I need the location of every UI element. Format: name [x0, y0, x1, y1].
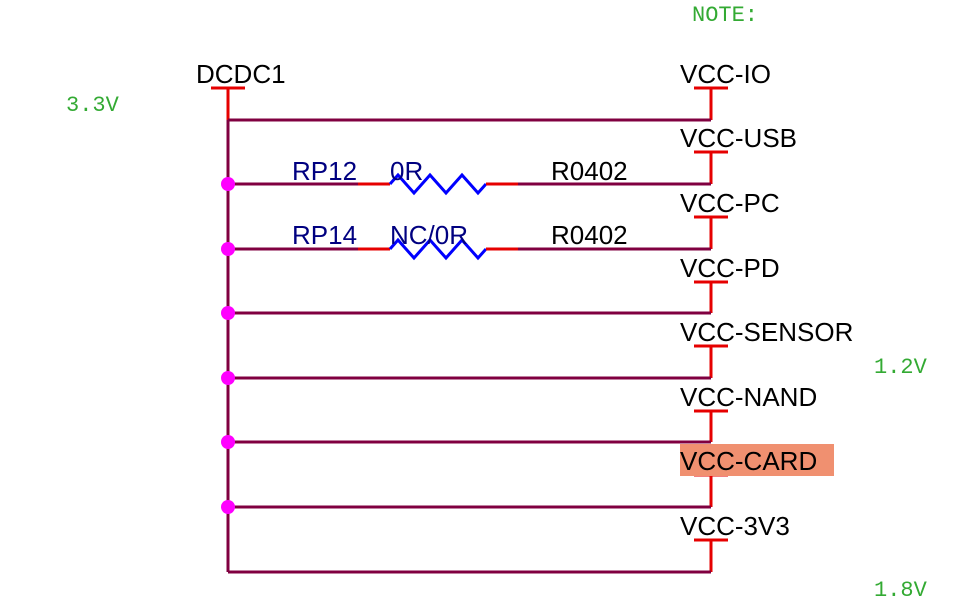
junction-dot	[221, 371, 235, 385]
net-label-vcc-pc[interactable]: VCC-PC	[680, 188, 780, 218]
net-label-vcc-pd[interactable]: VCC-PD	[680, 253, 780, 283]
net-label-vcc-card[interactable]: VCC-CARD	[680, 446, 817, 476]
junction-dot	[221, 500, 235, 514]
source-power-port	[211, 86, 245, 120]
resistor-rp12-value: 0R	[390, 156, 423, 186]
net-label-vcc-3v3[interactable]: VCC-3V3	[680, 511, 790, 541]
resistor-rp12-refdes: RP12	[292, 156, 357, 186]
resistor-rp12-footprint: R0402	[551, 156, 628, 186]
junction-dot	[221, 177, 235, 191]
resistor-rp12-symbol	[388, 172, 488, 196]
voltage-label-1v2: 1.2V	[874, 355, 928, 380]
net-label-vcc-nand[interactable]: VCC-NAND	[680, 382, 817, 412]
net-highlight	[680, 444, 834, 476]
source-voltage-label: 3.3V	[66, 93, 120, 118]
branch-rp12	[228, 172, 711, 196]
junction-dot	[221, 306, 235, 320]
branch-rp14	[228, 237, 711, 261]
junction-dot	[221, 242, 235, 256]
net-label-vcc-io[interactable]: VCC-IO	[680, 59, 771, 89]
resistor-rp14-value: NC/0R	[390, 220, 468, 250]
net-label-vcc-sensor[interactable]: VCC-SENSOR	[680, 317, 853, 347]
junction-dot	[221, 435, 235, 449]
voltage-label-1v8: 1.8V	[874, 578, 928, 603]
net-label-vcc-usb[interactable]: VCC-USB	[680, 123, 797, 153]
resistor-rp14-footprint: R0402	[551, 220, 628, 250]
resistor-rp14-refdes: RP14	[292, 220, 357, 250]
net-chain	[694, 86, 728, 572]
resistor-rp14-symbol	[388, 237, 488, 261]
source-net-label: DCDC1	[196, 59, 286, 89]
note-label: NOTE:	[692, 3, 758, 28]
